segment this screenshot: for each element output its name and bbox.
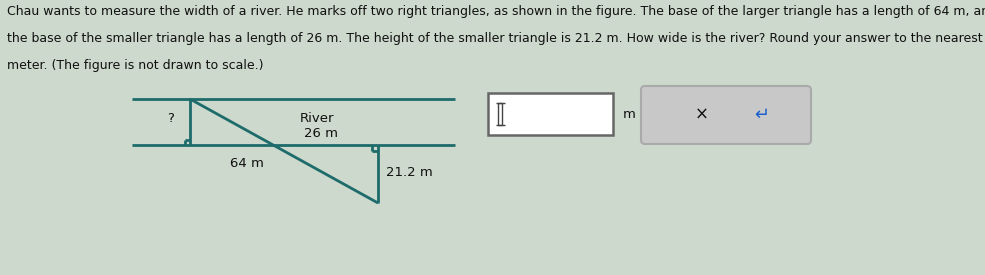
Text: 64 m: 64 m: [230, 157, 264, 170]
Text: m: m: [623, 108, 636, 120]
Text: the base of the smaller triangle has a length of 26 m. The height of the smaller: the base of the smaller triangle has a l…: [7, 32, 983, 45]
Text: ×: ×: [694, 106, 708, 124]
Bar: [488, 93, 613, 135]
Text: ↵: ↵: [755, 106, 769, 124]
Text: ?: ?: [167, 112, 174, 125]
Text: meter. (The figure is not drawn to scale.): meter. (The figure is not drawn to scale…: [7, 59, 264, 72]
Text: 26 m: 26 m: [303, 127, 338, 140]
Bar: [498, 103, 501, 125]
Text: Chau wants to measure the width of a river. He marks off two right triangles, as: Chau wants to measure the width of a riv…: [7, 5, 985, 18]
FancyBboxPatch shape: [641, 86, 811, 144]
Text: River: River: [300, 111, 335, 125]
Text: 21.2 m: 21.2 m: [386, 166, 432, 178]
